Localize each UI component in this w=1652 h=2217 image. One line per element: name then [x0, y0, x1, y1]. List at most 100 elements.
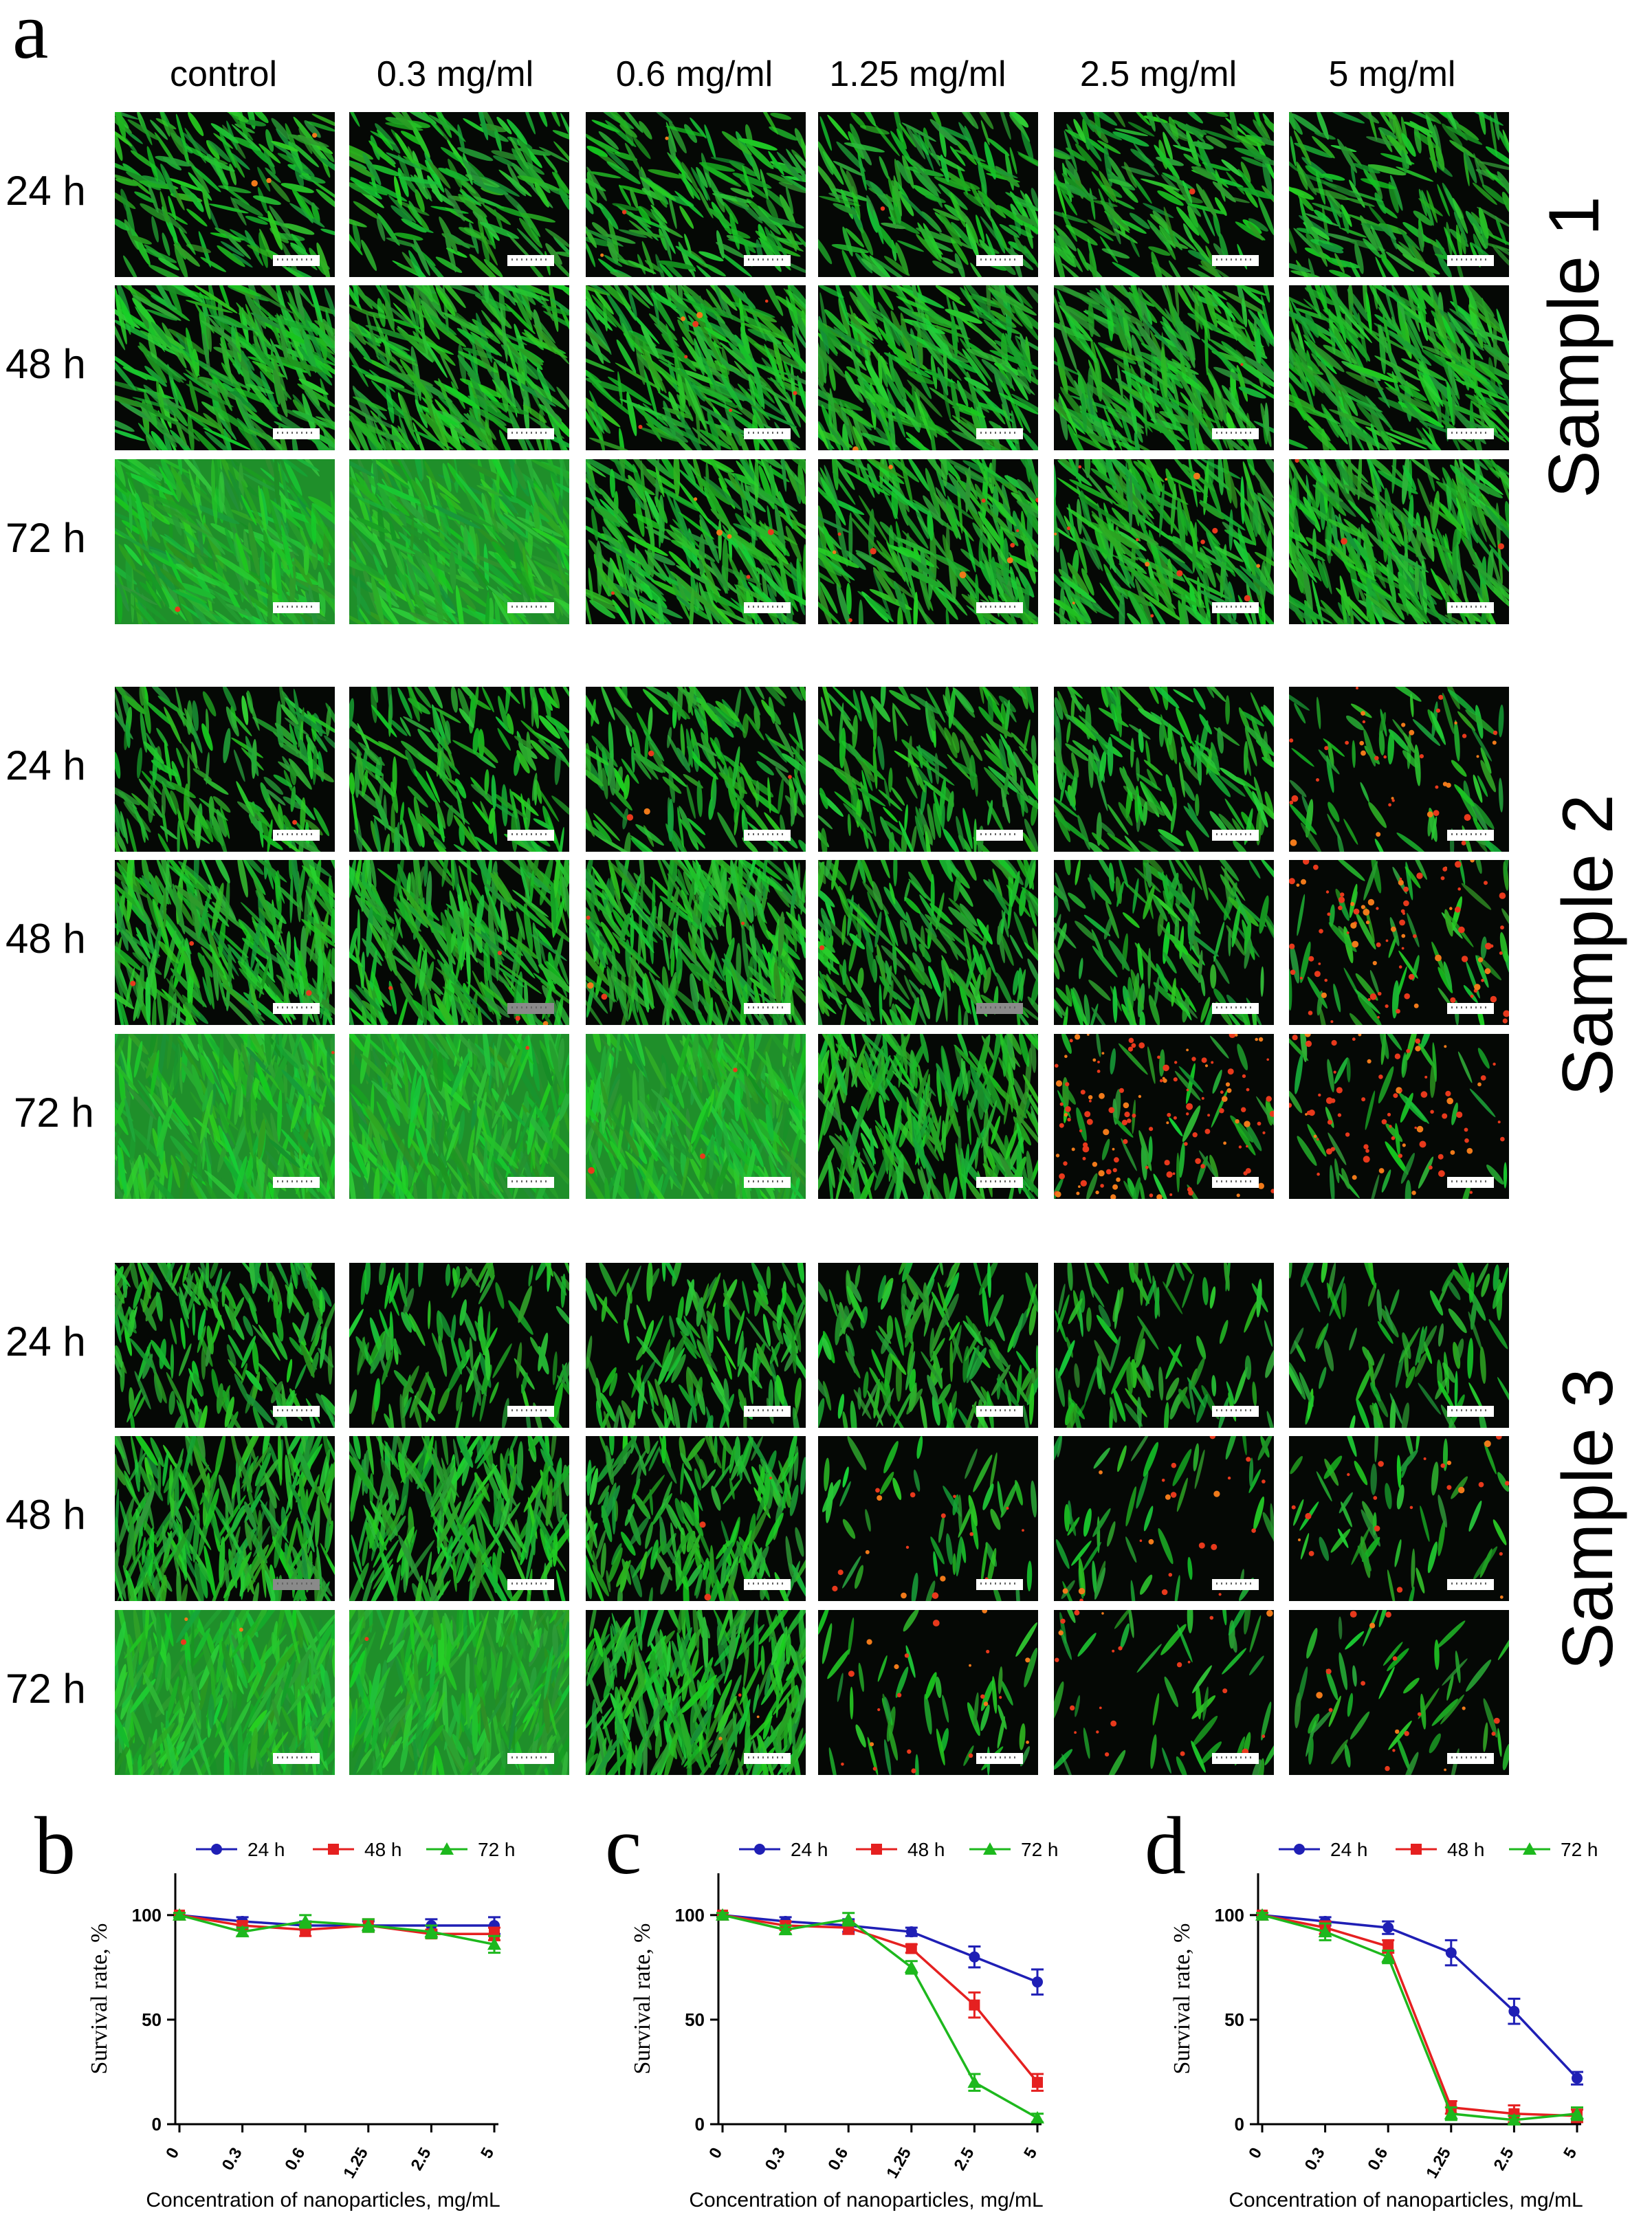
data-point — [969, 2000, 980, 2011]
micrograph-tile — [115, 1034, 335, 1199]
scale-bar — [1212, 1753, 1259, 1764]
y-tick-label: 0 — [695, 2114, 705, 2135]
data-point — [1383, 1922, 1394, 1933]
scale-bar — [976, 1406, 1023, 1417]
x-axis-label: Concentration of nanoparticles, mg/mL — [1229, 2189, 1583, 2212]
legend-label: 72 h — [1021, 1839, 1059, 1860]
y-tick-label: 50 — [142, 2009, 162, 2030]
scale-bar — [1212, 1579, 1259, 1590]
scale-bar — [1212, 830, 1259, 841]
scale-bar — [1447, 1406, 1494, 1417]
micrograph-tile — [818, 1034, 1038, 1199]
micrograph-tile — [1289, 687, 1509, 852]
scale-bar — [507, 830, 554, 841]
panel-letter-d: d — [1145, 1800, 1186, 1891]
micrograph-tile — [818, 1610, 1038, 1775]
x-tick-label: 5 — [1560, 2145, 1581, 2162]
scale-bar — [273, 1406, 320, 1417]
scale-bar — [744, 830, 791, 841]
micrograph-tile — [818, 112, 1038, 277]
scale-bar — [976, 1753, 1023, 1764]
scale-bar — [273, 1753, 320, 1764]
time-label: 24 h — [5, 167, 86, 214]
axes — [175, 1873, 498, 2124]
scale-bar — [507, 1579, 554, 1590]
scale-bar — [273, 255, 320, 266]
micrograph-tile — [818, 1263, 1038, 1428]
legend-marker — [1294, 1844, 1305, 1855]
x-tick-label: 0 — [1245, 2145, 1266, 2162]
legend-marker — [328, 1844, 339, 1855]
micrograph-tile — [586, 1610, 806, 1775]
scale-bar — [976, 1003, 1023, 1014]
time-label: 24 h — [5, 742, 86, 789]
time-label: 72 h — [5, 1665, 86, 1712]
scale-bar — [273, 428, 320, 439]
y-tick-label: 0 — [1235, 2114, 1244, 2135]
scale-bar — [976, 602, 1023, 613]
concentration-header: 5 mg/ml — [1279, 54, 1506, 95]
y-axis-label: Survival rate, % — [630, 1923, 655, 2075]
scale-bar — [273, 1177, 320, 1188]
x-tick-label: 5 — [477, 2145, 498, 2162]
scale-bar — [976, 1177, 1023, 1188]
micrograph-tile — [115, 1610, 335, 1775]
sample-label: Sample 3 — [1550, 1354, 1626, 1684]
y-tick-label: 100 — [132, 1905, 162, 1926]
x-tick-label: 1.25 — [1422, 2145, 1455, 2182]
scale-bar — [1212, 1177, 1259, 1188]
x-tick-label: 1.25 — [883, 2145, 915, 2182]
x-axis-label: Concentration of nanoparticles, mg/mL — [146, 2189, 500, 2212]
time-label: 48 h — [5, 915, 86, 962]
scale-bar — [976, 1579, 1023, 1590]
micrograph-tile — [349, 1436, 569, 1601]
x-tick-label: 2.5 — [1490, 2145, 1518, 2174]
panel-letter-a: a — [12, 0, 48, 71]
micrograph-tile — [349, 1610, 569, 1775]
micrograph-tile — [586, 1034, 806, 1199]
time-label: 72 h — [14, 1089, 94, 1136]
legend-label: 24 h — [791, 1839, 828, 1860]
scale-bar — [507, 602, 554, 613]
scale-bar — [507, 428, 554, 439]
micrograph-tile — [586, 285, 806, 450]
scale-bar — [744, 1003, 791, 1014]
panel-letter-b: b — [34, 1800, 76, 1891]
micrograph-tile — [1054, 459, 1274, 624]
micrograph-tile — [818, 285, 1038, 450]
micrograph-tile — [1289, 1034, 1509, 1199]
concentration-header: 0.6 mg/ml — [581, 54, 808, 95]
micrograph-tile — [818, 459, 1038, 624]
micrograph-tile — [818, 687, 1038, 852]
scale-bar — [273, 1003, 320, 1014]
scale-bar — [507, 1753, 554, 1764]
scale-bar — [1447, 1579, 1494, 1590]
scale-bar — [507, 1177, 554, 1188]
micrograph-tile — [115, 459, 335, 624]
micrograph-tile — [115, 285, 335, 450]
y-axis-label: Survival rate, % — [1169, 1923, 1195, 2075]
micrograph-tile — [818, 1436, 1038, 1601]
scale-bar — [744, 1406, 791, 1417]
micrograph-tile — [115, 1436, 335, 1601]
y-axis-label: Survival rate, % — [87, 1923, 112, 2075]
micrograph-tile — [586, 860, 806, 1025]
micrograph-tile — [349, 459, 569, 624]
micrograph-tile — [818, 860, 1038, 1025]
micrograph-tile — [1289, 112, 1509, 277]
legend-label: 24 h — [247, 1839, 285, 1860]
concentration-header: 0.3 mg/ml — [342, 54, 569, 95]
data-point — [1572, 2073, 1583, 2084]
data-point — [967, 2075, 981, 2088]
scale-bar — [976, 428, 1023, 439]
micrograph-tile — [115, 860, 335, 1025]
y-tick-label: 50 — [1224, 2009, 1244, 2030]
concentration-header: 2.5 mg/ml — [1045, 54, 1272, 95]
x-tick-label: 0.3 — [1301, 2145, 1329, 2174]
micrograph-tile — [586, 459, 806, 624]
data-point — [969, 1952, 980, 1963]
